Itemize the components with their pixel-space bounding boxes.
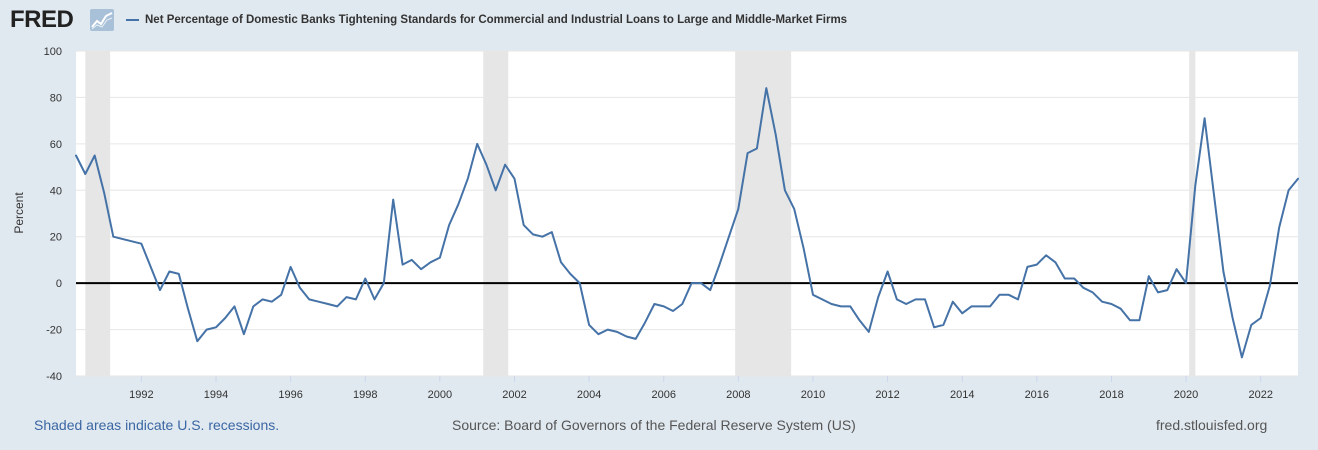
x-tick-label: 2010 (801, 389, 825, 401)
x-tick-label: 2006 (652, 389, 676, 401)
y-tick-label: 100 (44, 46, 62, 58)
plot-background (76, 51, 1298, 376)
y-tick-label: 40 (50, 185, 62, 197)
x-tick-label: 2004 (577, 389, 601, 401)
chart-legend[interactable]: Net Percentage of Domestic Banks Tighten… (126, 12, 847, 28)
x-tick-label: 2008 (726, 389, 750, 401)
recession-note-link[interactable]: Shaded areas indicate U.S. recessions. (34, 417, 280, 433)
site-link[interactable]: fred.stlouisfed.org (1156, 417, 1268, 433)
x-tick-label: 1998 (353, 389, 377, 401)
series-title: Net Percentage of Domestic Banks Tighten… (145, 14, 848, 26)
recession-band (483, 51, 509, 376)
x-tick-label: 2022 (1248, 389, 1272, 401)
y-axis-label: Percent (12, 192, 26, 234)
x-tick-label: 1996 (278, 389, 302, 401)
x-tick-label: 2020 (1174, 389, 1198, 401)
fred-logo[interactable]: FRED (10, 6, 74, 33)
y-tick-label: 60 (50, 139, 62, 151)
legend-swatch (126, 19, 139, 21)
header: FRED Net Percentage of Domestic Banks Ti… (0, 0, 1318, 40)
gridlines (76, 50, 1298, 377)
source-text: Source: Board of Governors of the Federa… (452, 417, 856, 433)
x-tick-labels: 1992 1994 1996 1998 2000 2002 2004 2006 2008 2010… (129, 376, 1273, 401)
y-tick-label: 20 (50, 232, 62, 244)
recession-band (735, 51, 792, 376)
recession-band (85, 51, 111, 376)
x-tick-label: 1994 (204, 389, 228, 401)
y-tick-label: 0 (56, 278, 62, 290)
x-tick-label: 2000 (428, 389, 452, 401)
series-line (75, 87, 1299, 359)
y-tick-labels: -40 -20 0 20 40 60 80 100 (44, 46, 62, 383)
y-tick-label: -40 (46, 371, 62, 383)
x-tick-label: 2012 (875, 389, 899, 401)
x-tick-label: 2018 (1099, 389, 1123, 401)
trend-line-icon (90, 9, 114, 31)
y-tick-label: -20 (46, 325, 62, 337)
x-tick-label: 2016 (1025, 389, 1049, 401)
x-tick-label: 1992 (129, 389, 153, 401)
series-layer (75, 87, 1299, 359)
y-tick-label: 80 (50, 92, 62, 104)
line-chart[interactable]: -40 -20 0 20 40 60 80 100 1992 1994 1996 1998 2000 2… (0, 40, 1318, 410)
x-tick-label: 2014 (950, 389, 974, 401)
x-tick-label: 2002 (502, 389, 526, 401)
